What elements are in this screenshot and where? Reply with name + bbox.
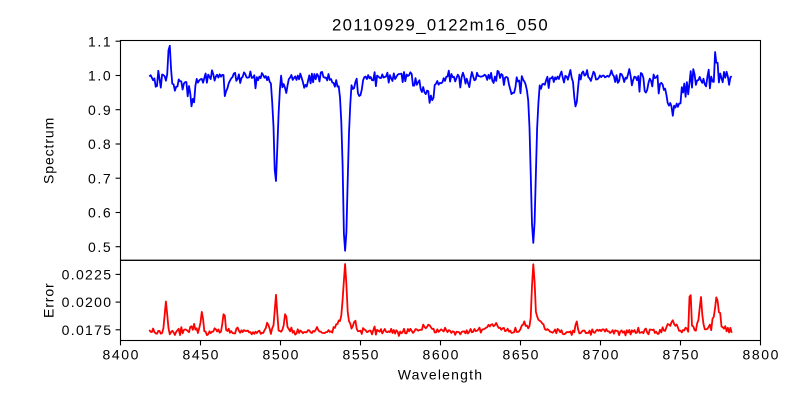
svg-text:8400: 8400 bbox=[103, 347, 141, 363]
svg-text:20110929_0122m16_050: 20110929_0122m16_050 bbox=[332, 16, 549, 35]
svg-text:8700: 8700 bbox=[583, 347, 621, 363]
svg-text:8550: 8550 bbox=[343, 347, 381, 363]
svg-text:8800: 8800 bbox=[743, 347, 781, 363]
svg-text:1.1: 1.1 bbox=[88, 33, 112, 49]
svg-text:0.7: 0.7 bbox=[88, 170, 112, 186]
svg-text:0.5: 0.5 bbox=[88, 239, 112, 255]
svg-text:1.0: 1.0 bbox=[88, 68, 112, 84]
svg-text:0.0175: 0.0175 bbox=[62, 322, 113, 338]
svg-text:0.8: 0.8 bbox=[88, 136, 112, 152]
svg-text:8500: 8500 bbox=[263, 347, 301, 363]
svg-text:8650: 8650 bbox=[503, 347, 541, 363]
svg-text:8450: 8450 bbox=[183, 347, 221, 363]
svg-text:0.9: 0.9 bbox=[88, 102, 112, 118]
svg-text:0.0200: 0.0200 bbox=[62, 294, 113, 310]
svg-text:Error: Error bbox=[41, 282, 57, 318]
svg-text:Wavelength: Wavelength bbox=[398, 366, 483, 382]
svg-text:8750: 8750 bbox=[663, 347, 701, 363]
svg-text:Spectrum: Spectrum bbox=[41, 117, 57, 184]
svg-text:0.0225: 0.0225 bbox=[62, 267, 113, 283]
svg-text:8600: 8600 bbox=[423, 347, 461, 363]
svg-text:0.6: 0.6 bbox=[88, 205, 112, 221]
